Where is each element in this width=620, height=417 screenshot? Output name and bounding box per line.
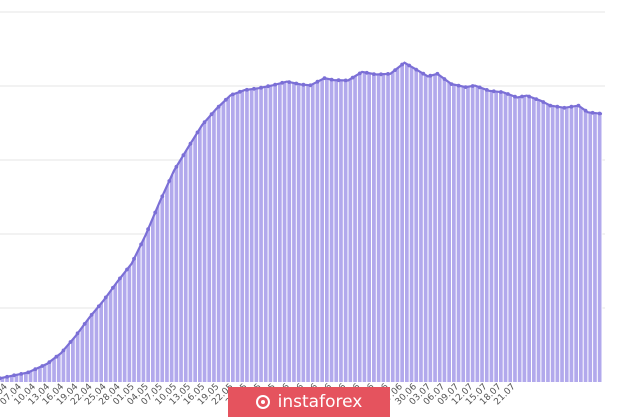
data-point bbox=[329, 77, 334, 82]
data-point bbox=[294, 81, 299, 86]
data-point bbox=[562, 105, 567, 110]
data-point bbox=[393, 68, 397, 72]
data-point bbox=[33, 367, 38, 372]
data-point bbox=[0, 376, 2, 381]
data-point bbox=[202, 120, 207, 125]
data-point bbox=[68, 340, 73, 344]
data-point bbox=[590, 110, 595, 115]
data-point bbox=[343, 78, 348, 83]
data-point bbox=[188, 141, 193, 146]
data-point bbox=[308, 83, 313, 88]
data-point bbox=[336, 78, 341, 83]
data-point bbox=[449, 82, 454, 86]
data-point bbox=[132, 256, 136, 261]
data-point bbox=[407, 63, 412, 68]
data-point bbox=[54, 354, 59, 359]
data-point bbox=[484, 88, 489, 92]
data-point bbox=[456, 83, 461, 88]
data-point bbox=[266, 84, 270, 89]
data-point bbox=[89, 312, 94, 317]
data-point bbox=[435, 71, 440, 76]
data-point bbox=[96, 304, 101, 309]
data-point bbox=[61, 348, 66, 353]
watermark: instaforex bbox=[228, 387, 390, 417]
data-point bbox=[442, 77, 447, 81]
data-point bbox=[534, 97, 539, 101]
data-point bbox=[386, 72, 390, 76]
data-point bbox=[146, 227, 151, 232]
data-point bbox=[576, 103, 581, 108]
data-point bbox=[350, 75, 355, 80]
data-point bbox=[167, 179, 172, 183]
data-point bbox=[252, 86, 256, 91]
data-point bbox=[357, 71, 362, 76]
data-point bbox=[513, 94, 517, 99]
data-point bbox=[463, 85, 468, 89]
points bbox=[0, 62, 602, 381]
data-point bbox=[506, 92, 510, 96]
data-point bbox=[40, 364, 45, 368]
data-point bbox=[287, 80, 292, 84]
data-point bbox=[421, 71, 426, 76]
data-point bbox=[238, 89, 242, 94]
watermark-label: instaforex bbox=[277, 392, 363, 412]
data-point bbox=[548, 103, 553, 108]
data-point bbox=[118, 276, 122, 281]
data-point bbox=[174, 164, 179, 169]
data-point bbox=[273, 82, 277, 87]
data-point bbox=[520, 94, 524, 99]
data-point bbox=[597, 111, 602, 116]
instaforex-logo-icon bbox=[255, 395, 270, 409]
data-point bbox=[230, 92, 235, 97]
data-point bbox=[82, 322, 87, 326]
data-point bbox=[19, 372, 24, 376]
data-point bbox=[555, 104, 560, 109]
data-point bbox=[499, 90, 503, 94]
data-point bbox=[153, 210, 158, 215]
data-point bbox=[364, 70, 369, 75]
data-point bbox=[47, 360, 52, 364]
data-point bbox=[195, 130, 200, 135]
data-point bbox=[379, 72, 383, 77]
data-point bbox=[75, 331, 80, 336]
data-point bbox=[315, 79, 320, 84]
data-point bbox=[223, 97, 228, 102]
data-point bbox=[414, 67, 419, 72]
data-point bbox=[400, 62, 404, 67]
data-point bbox=[103, 295, 108, 300]
data-point bbox=[541, 100, 546, 104]
data-point bbox=[372, 72, 376, 76]
data-point bbox=[259, 85, 263, 90]
data-point bbox=[26, 370, 31, 375]
data-point bbox=[181, 153, 186, 158]
data-point bbox=[245, 87, 249, 92]
data-point bbox=[12, 373, 16, 378]
data-point bbox=[322, 76, 327, 81]
data-point bbox=[569, 104, 574, 109]
area bbox=[0, 61, 603, 382]
data-point bbox=[491, 89, 496, 94]
data-point bbox=[216, 104, 221, 109]
data-point bbox=[280, 80, 285, 85]
data-point bbox=[470, 84, 475, 88]
data-point bbox=[139, 242, 144, 247]
data-point bbox=[5, 374, 9, 379]
data-point bbox=[583, 108, 588, 113]
data-point bbox=[428, 73, 433, 78]
data-point bbox=[301, 82, 306, 87]
data-point bbox=[160, 194, 165, 199]
data-point bbox=[527, 94, 531, 99]
data-point bbox=[125, 267, 129, 272]
data-point bbox=[111, 285, 115, 290]
data-point bbox=[209, 112, 214, 117]
data-point bbox=[477, 85, 482, 90]
